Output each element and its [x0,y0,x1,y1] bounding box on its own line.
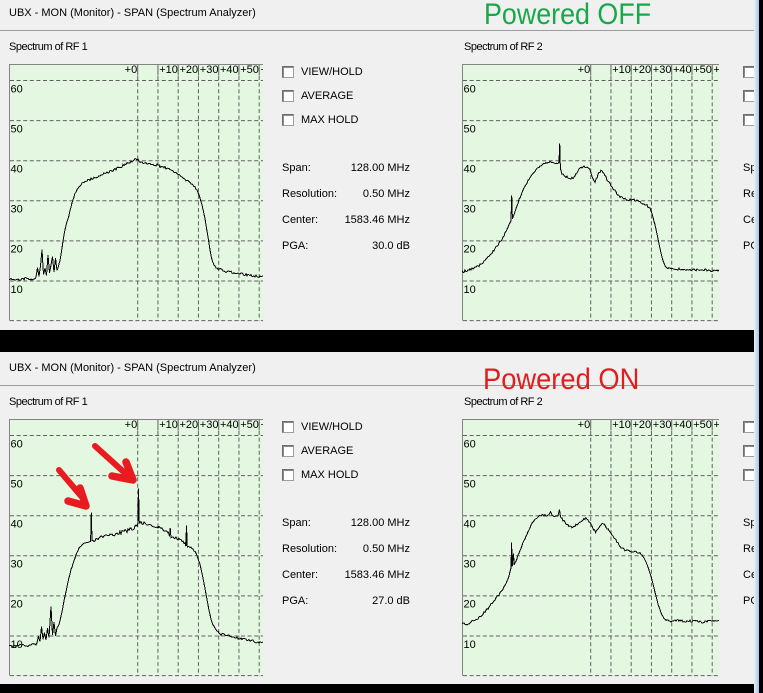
svg-text:60: 60 [464,83,476,95]
svg-text:+0: +0 [125,419,138,431]
svg-text:+0: +0 [125,64,138,76]
svg-text:30: 30 [464,559,476,571]
svg-text:+10: +10 [159,64,178,76]
svg-text:20: 20 [464,244,476,256]
svg-text:+50: +50 [693,64,712,76]
svg-text:+40: +40 [673,64,692,76]
svg-text:+10: +10 [159,419,178,431]
svg-text:20: 20 [11,599,23,611]
svg-text:+30: +30 [653,64,672,76]
svg-text:+40: +40 [673,419,692,431]
svg-text:60: 60 [11,438,23,450]
svg-text:40: 40 [464,164,476,176]
svg-text:40: 40 [464,519,476,531]
svg-text:+10: +10 [612,419,631,431]
svg-text:+50: +50 [240,419,259,431]
svg-text:10: 10 [11,284,23,296]
svg-text:30: 30 [464,204,476,216]
svg-text:10: 10 [464,639,476,651]
svg-text:+50: +50 [240,64,259,76]
svg-text:10: 10 [464,284,476,296]
svg-text:50: 50 [11,478,23,490]
svg-text:40: 40 [11,164,23,176]
svg-text:+60: +60 [261,64,264,76]
svg-text:+40: +40 [220,64,239,76]
svg-text:+0: +0 [578,419,591,431]
svg-text:+60: +60 [714,64,720,76]
svg-text:+30: +30 [653,419,672,431]
svg-text:60: 60 [464,438,476,450]
svg-text:60: 60 [11,83,23,95]
svg-text:+40: +40 [220,419,239,431]
svg-text:+30: +30 [200,64,219,76]
svg-text:40: 40 [11,519,23,531]
svg-text:50: 50 [11,123,23,135]
svg-text:+10: +10 [612,64,631,76]
svg-text:50: 50 [464,478,476,490]
svg-text:+50: +50 [693,419,712,431]
svg-text:30: 30 [11,559,23,571]
svg-text:+20: +20 [180,64,199,76]
svg-text:+30: +30 [200,419,219,431]
svg-text:50: 50 [464,123,476,135]
svg-text:+60: +60 [714,419,720,431]
svg-text:20: 20 [11,244,23,256]
svg-text:10: 10 [11,639,23,651]
svg-text:30: 30 [11,204,23,216]
svg-text:+20: +20 [633,419,652,431]
svg-text:+20: +20 [180,419,199,431]
svg-text:20: 20 [464,599,476,611]
svg-text:+20: +20 [633,64,652,76]
svg-text:+60: +60 [261,419,264,431]
svg-text:+0: +0 [578,64,591,76]
